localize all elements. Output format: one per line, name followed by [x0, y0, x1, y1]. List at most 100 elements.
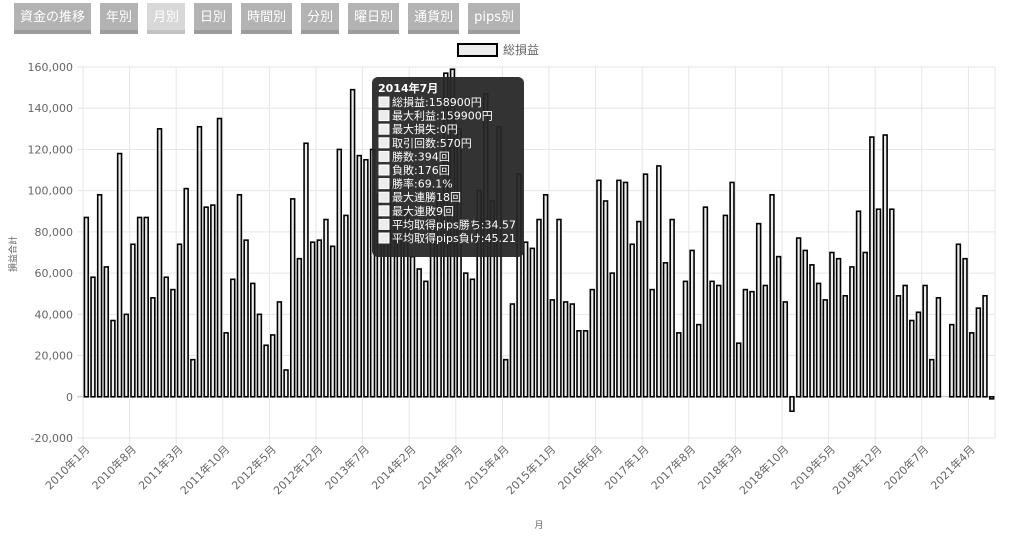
bar[interactable] — [136, 216, 143, 398]
bar[interactable] — [716, 284, 722, 398]
bar[interactable] — [689, 249, 695, 398]
bar[interactable] — [769, 193, 775, 398]
bar[interactable] — [842, 294, 848, 398]
tab-by-pips[interactable]: pips別 — [468, 3, 521, 34]
legend[interactable]: 総損益 — [457, 42, 539, 57]
bar[interactable] — [103, 266, 110, 398]
bar[interactable] — [649, 288, 655, 398]
bar[interactable] — [223, 332, 229, 398]
bar[interactable] — [110, 319, 116, 398]
bar[interactable] — [502, 358, 509, 398]
bar[interactable] — [363, 158, 369, 398]
bar[interactable] — [935, 297, 942, 398]
bar[interactable] — [789, 395, 795, 413]
tab-capital-trend[interactable]: 資金の推移 — [14, 3, 92, 34]
bar[interactable] — [130, 243, 136, 398]
bar[interactable] — [895, 294, 902, 398]
bar[interactable] — [802, 249, 809, 398]
bar[interactable] — [562, 301, 569, 398]
bar[interactable] — [616, 179, 622, 398]
bar[interactable] — [775, 255, 782, 398]
bar-series[interactable] — [83, 68, 995, 413]
tab-by-currency[interactable]: 通貨別 — [408, 3, 460, 34]
bar[interactable] — [283, 369, 289, 398]
bar[interactable] — [762, 284, 769, 398]
bar[interactable] — [96, 193, 103, 398]
bar[interactable] — [469, 278, 476, 398]
bar[interactable] — [230, 278, 236, 398]
bar[interactable] — [522, 241, 529, 398]
tab-monthly[interactable]: 月別 — [147, 3, 186, 34]
bar[interactable] — [662, 262, 669, 398]
bar[interactable] — [636, 220, 642, 398]
bar[interactable] — [409, 255, 416, 398]
bar[interactable] — [702, 206, 709, 398]
bar[interactable] — [170, 288, 176, 398]
bar[interactable] — [529, 247, 536, 398]
bar[interactable] — [163, 276, 169, 398]
bar[interactable] — [289, 198, 296, 398]
bar[interactable] — [296, 257, 303, 398]
bar[interactable] — [676, 332, 682, 398]
bar[interactable] — [316, 239, 323, 398]
bar[interactable] — [582, 330, 589, 398]
bar[interactable] — [216, 117, 223, 398]
tab-daily[interactable]: 日別 — [194, 3, 233, 34]
tab-hourly[interactable]: 時間別 — [241, 3, 293, 34]
bar[interactable] — [602, 200, 609, 398]
bar[interactable] — [276, 301, 283, 398]
bar[interactable] — [90, 276, 96, 398]
bar[interactable] — [855, 210, 862, 398]
bar[interactable] — [256, 313, 263, 398]
bar[interactable] — [83, 216, 90, 398]
bar[interactable] — [323, 218, 329, 398]
bar[interactable] — [183, 187, 189, 398]
bar[interactable] — [356, 154, 362, 398]
bar[interactable] — [203, 206, 209, 398]
tab-by-weekday[interactable]: 曜日別 — [348, 3, 400, 34]
bar[interactable] — [243, 239, 249, 398]
bar[interactable] — [948, 323, 955, 398]
bar[interactable] — [922, 284, 928, 398]
bar[interactable] — [150, 297, 156, 398]
bar[interactable] — [576, 330, 582, 398]
bar[interactable] — [829, 251, 835, 398]
bar[interactable] — [349, 88, 356, 398]
bar[interactable] — [343, 214, 349, 398]
bar[interactable] — [988, 395, 995, 400]
bar[interactable] — [755, 222, 762, 398]
bar[interactable] — [303, 142, 309, 398]
bar[interactable] — [549, 299, 556, 398]
bar[interactable] — [882, 134, 888, 398]
bar[interactable] — [962, 257, 968, 398]
bar[interactable] — [309, 241, 316, 398]
bar[interactable] — [822, 299, 828, 398]
bar[interactable] — [682, 280, 689, 398]
bar[interactable] — [722, 214, 729, 398]
bar[interactable] — [815, 282, 822, 398]
bar[interactable] — [782, 301, 789, 398]
bar[interactable] — [509, 303, 516, 398]
bar[interactable] — [795, 237, 802, 398]
bar[interactable] — [596, 179, 602, 398]
bar[interactable] — [849, 266, 855, 398]
bar[interactable] — [975, 307, 982, 398]
bar[interactable] — [696, 323, 702, 398]
bar[interactable] — [622, 181, 629, 398]
bar[interactable] — [536, 218, 542, 398]
bar[interactable] — [423, 280, 429, 398]
bar[interactable] — [263, 344, 269, 398]
bar[interactable] — [869, 136, 875, 398]
bar[interactable] — [902, 284, 908, 398]
bar[interactable] — [269, 334, 276, 398]
tab-yearly[interactable]: 年別 — [100, 3, 139, 34]
bar[interactable] — [955, 243, 962, 398]
bar[interactable] — [463, 272, 469, 398]
bar[interactable] — [909, 319, 915, 398]
bar[interactable] — [556, 218, 562, 398]
bar[interactable] — [156, 128, 163, 398]
bar[interactable] — [609, 272, 615, 398]
bar[interactable] — [236, 193, 243, 398]
bar[interactable] — [729, 181, 735, 398]
bar[interactable] — [569, 303, 576, 398]
